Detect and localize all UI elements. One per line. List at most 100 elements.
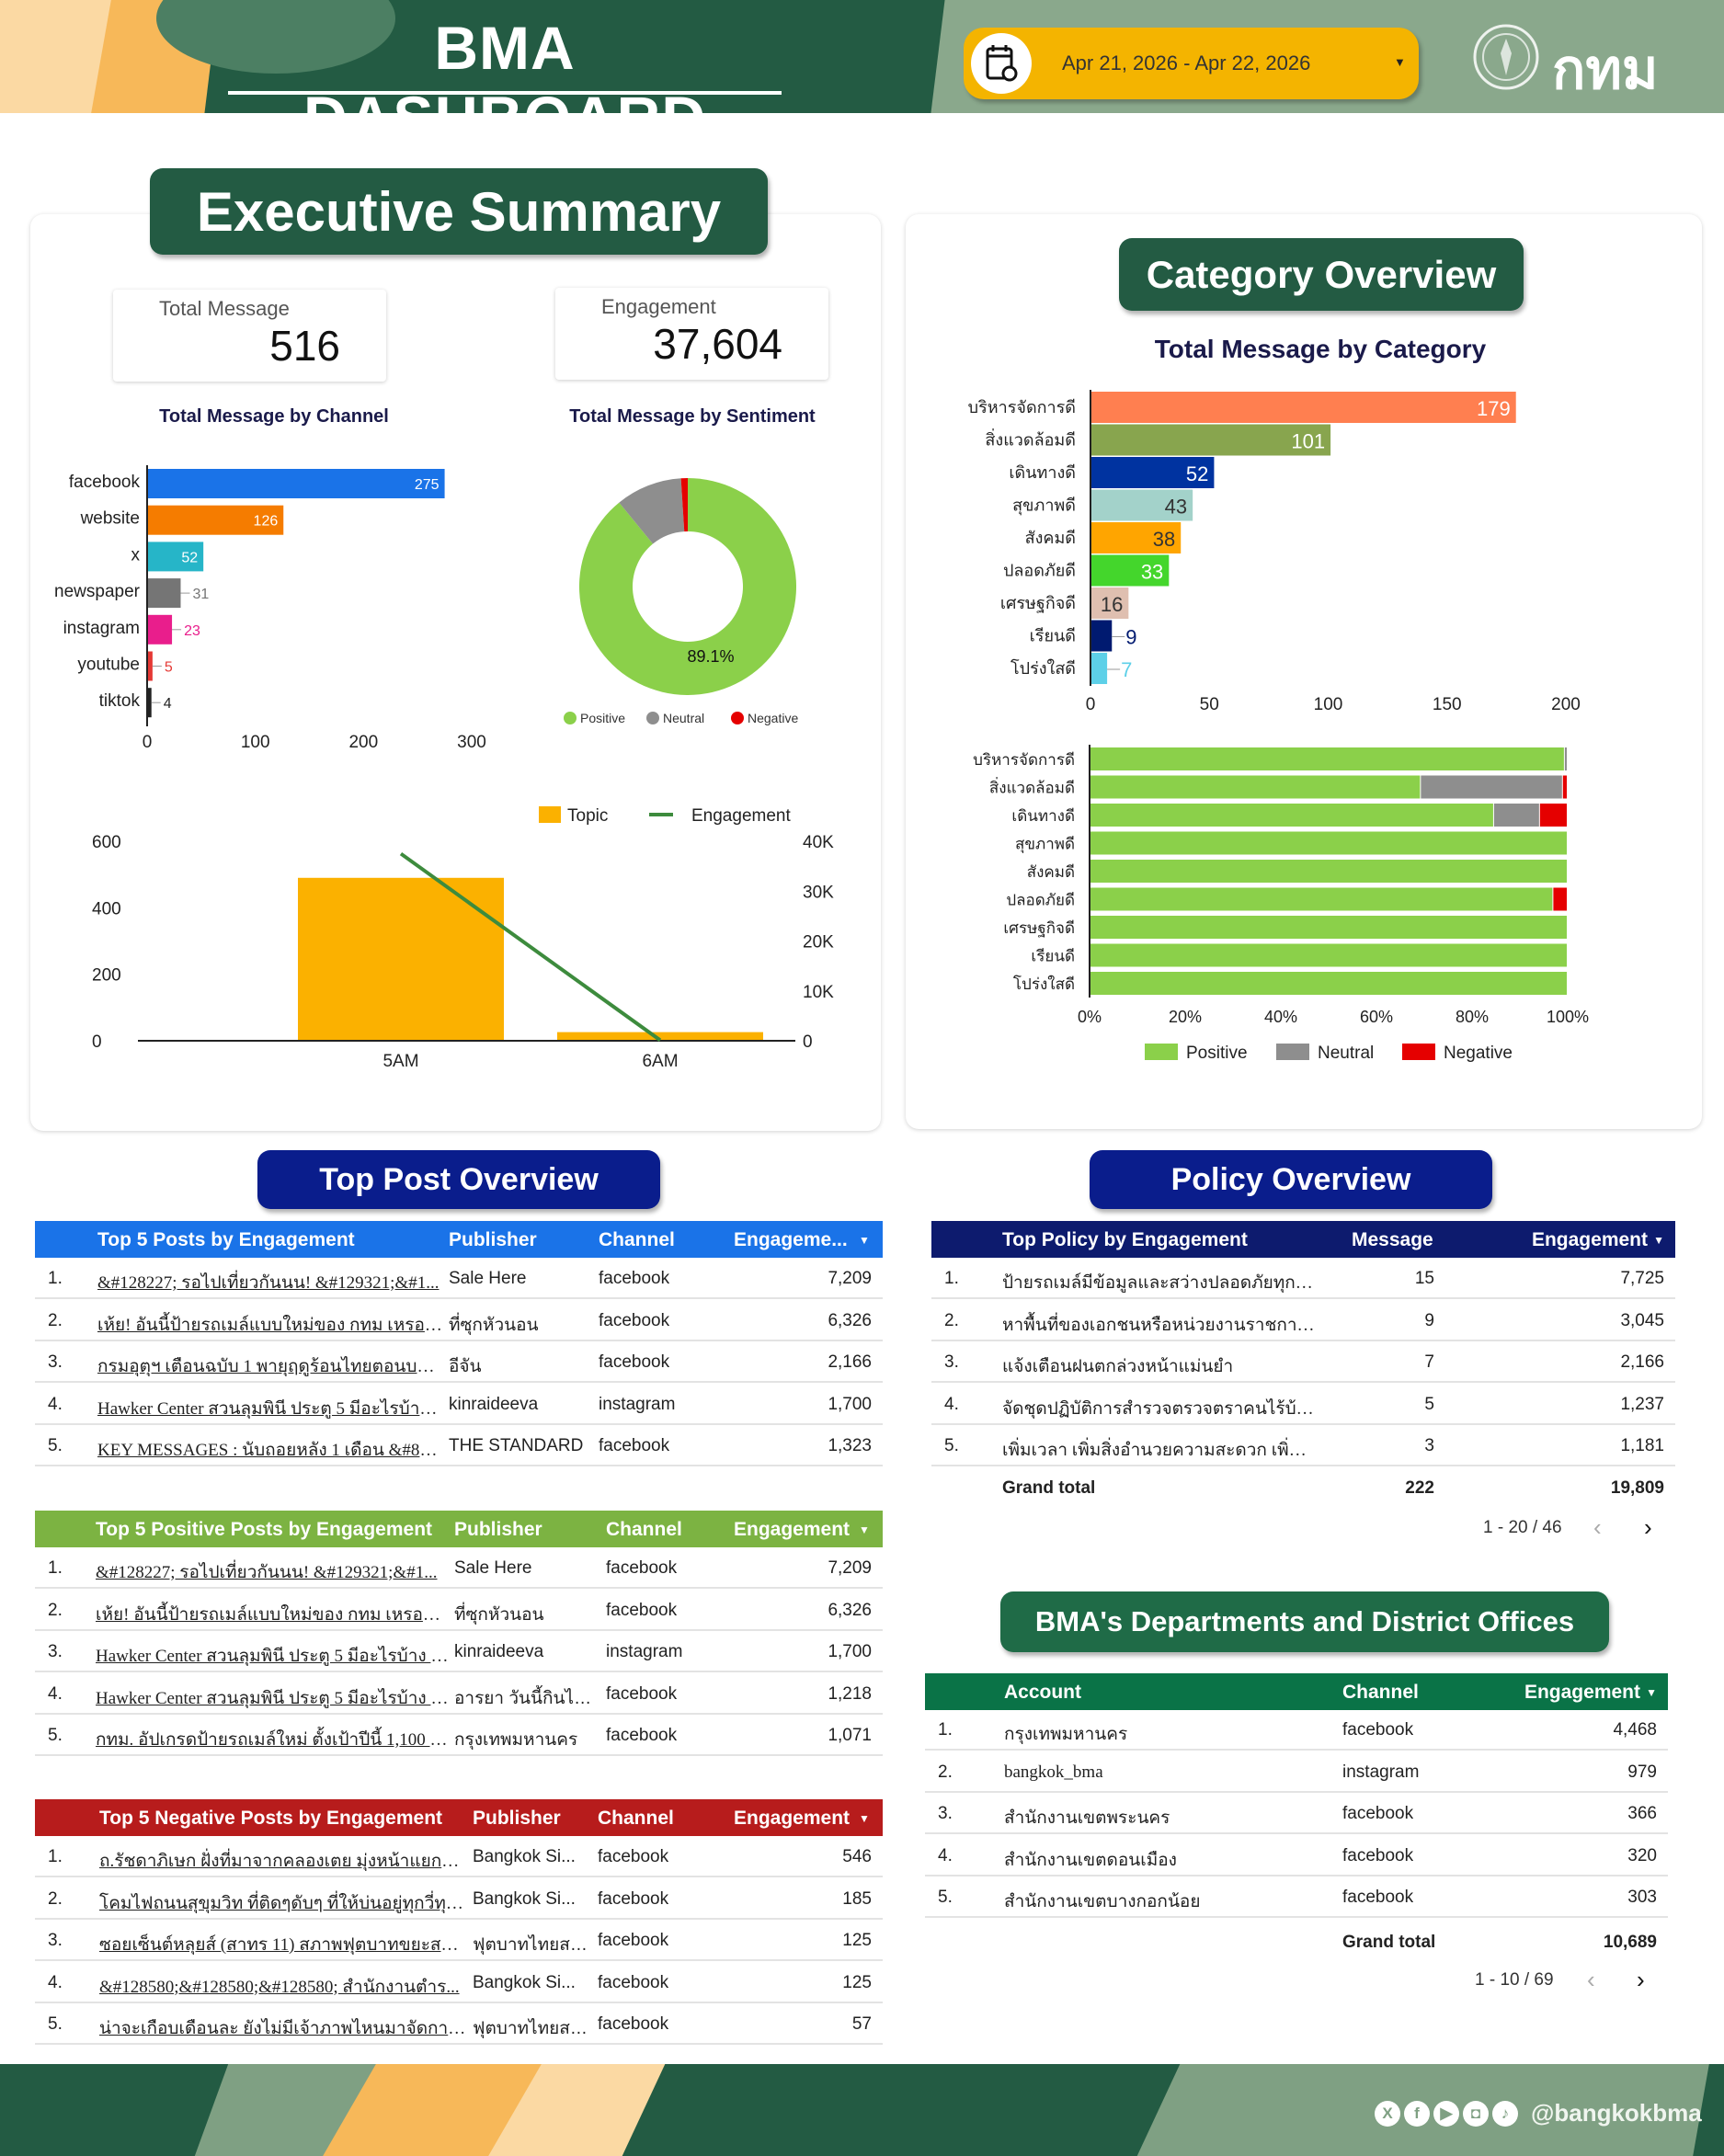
column-header[interactable]: Engagement [1531, 1229, 1648, 1250]
post-link[interactable]: เห้ย! อันนี้ป้ายรถเมล์แบบใหม่ของ กทม เหร… [97, 1315, 443, 1335]
category-bar [1090, 457, 1215, 488]
date-range-picker[interactable]: Apr 21, 2026 - Apr 22, 2026 ▼ [964, 28, 1419, 99]
kpi-value: 37,604 [653, 320, 782, 368]
engagement: 1,181 [1620, 1436, 1664, 1455]
post-link[interactable]: Hawker Center สวนลุมพินี ประตู 5 มีอะไรบ… [97, 1398, 443, 1419]
legend-swatch [1145, 1044, 1178, 1060]
top-post-overview-badge: Top Post Overview [257, 1150, 660, 1209]
post-link[interactable]: กทม. อัปเกรดป้ายรถเมล์ใหม่ ตั้งเป้าปีนี้… [96, 1730, 449, 1750]
channel: facebook [1342, 1845, 1414, 1865]
sort-caret-icon[interactable]: ▼ [1646, 1686, 1657, 1699]
channel-value-label: 31 [192, 587, 209, 602]
prev-page-icon[interactable]: ‹ [1587, 1966, 1595, 1993]
legend-label: Engagement [691, 806, 791, 826]
x-tick-label: 0% [1078, 1008, 1102, 1026]
post-link[interactable]: Hawker Center สวนลุมพินี ประตู 5 มีอะไรบ… [96, 1688, 449, 1708]
channel-label: facebook [69, 473, 141, 492]
engagement: 1,700 [828, 1642, 872, 1661]
row-rank: 1. [48, 1847, 63, 1866]
x-icon[interactable]: X [1375, 2101, 1400, 2127]
channel: facebook [606, 1683, 678, 1704]
engagement: 7,725 [1620, 1269, 1664, 1288]
donut-percent-label: 89.1% [687, 647, 734, 666]
legend-swatch [1276, 1044, 1309, 1060]
table-row: 1. &#128227; รอไปเที่ยวกันนน! &#129321;&#… [35, 1258, 883, 1299]
sort-caret-icon[interactable]: ▼ [859, 1234, 870, 1247]
column-header: Channel [599, 1229, 675, 1250]
stacked-segment-positive [1090, 916, 1567, 939]
tiktok-icon[interactable]: ♪ [1492, 2101, 1518, 2127]
topic-engagement-combo-chart: 0 200 400 600 0 10K 20K 30K 40K 5AM 6AM Topic Engage… [92, 806, 834, 1071]
x-tick-label: 300 [457, 733, 486, 752]
table-header: Top 5 Negative Posts by Engagement Publis… [35, 1799, 883, 1836]
column-header[interactable]: Engagement [734, 1808, 851, 1829]
left-y-tick: 200 [92, 966, 121, 986]
channel: instagram [1342, 1762, 1420, 1782]
message-count: 5 [1424, 1394, 1434, 1414]
legend-swatch [731, 712, 744, 724]
engagement: 2,166 [828, 1352, 872, 1372]
stacked-segment-neutral [1564, 747, 1567, 770]
youtube-icon[interactable]: ▶ [1433, 2101, 1459, 2127]
x-tick-label: 200 [348, 733, 378, 752]
policy-overview-badge: Policy Overview [1090, 1150, 1492, 1209]
policy-table-body: Top Policy by Engagement Message Engagemen… [931, 1221, 1675, 1561]
post-link[interactable]: Hawker Center สวนลุมพินี ประตู 5 มีอะไรบ… [96, 1647, 449, 1666]
publisher: Bangkok Si... [473, 1847, 576, 1866]
post-link[interactable]: &#128227; รอไปเที่ยวกันนน! &#129321;&#1.… [97, 1273, 440, 1293]
post-link[interactable]: กรมอุตุฯ เตือนฉบับ 1 พายุฤดูร้อนไทยตอนบน… [97, 1357, 443, 1376]
sort-caret-icon[interactable]: ▼ [859, 1523, 870, 1536]
publisher: Sale Here [454, 1558, 532, 1578]
category-bar-chart: บริหารจัดการดี 179 สิ่งแวดล้อมดี 101 เดินทาง… [968, 390, 1581, 714]
post-link[interactable]: &#128580;&#128580;&#128580; สำนักงานตำร.… [99, 1977, 460, 1997]
post-link[interactable]: โคมไฟถนนสุขุมวิท ที่ติดๆดับๆ ที่ให้บ่นอย… [99, 1893, 467, 1913]
x-tick-label: 0 [1086, 695, 1096, 714]
social-handle: @bangkokbma [1531, 2099, 1702, 2127]
x-tick-label: 150 [1433, 695, 1462, 714]
facebook-icon[interactable]: f [1404, 2101, 1430, 2127]
post-link[interactable]: ซอยเซ็นต์หลุยส์ (สาทร 11) สภาพฟุตบาทขยะส… [99, 1935, 467, 1955]
row-rank: 1. [48, 1558, 63, 1578]
post-link[interactable]: &#128227; รอไปเที่ยวกันนน! &#129321;&#1.… [96, 1563, 438, 1582]
message-count: 9 [1424, 1310, 1434, 1330]
post-link[interactable]: เห้ย! อันนี้ป้ายรถเมล์แบบใหม่ของ กทม เหร… [96, 1604, 449, 1625]
column-header: Channel [606, 1519, 682, 1540]
channel-value-label: 4 [164, 696, 172, 712]
footer: X f ▶ ◘ ♪ @bangkokbma [0, 2064, 1724, 2156]
table-row: 5. KEY MESSAGES : นับถอยหลัง 1 เดือน &#82… [35, 1425, 883, 1466]
sort-caret-icon[interactable]: ▼ [1653, 1234, 1664, 1247]
column-header[interactable]: Engagement [1524, 1682, 1640, 1703]
category-value-label: 7 [1121, 658, 1132, 681]
category-bar [1090, 554, 1170, 587]
publisher: ที่ซุกหัวนอน [454, 1604, 544, 1625]
category-sentiment-stacked-chart: บริหารจัดการดีสิ่งแวดล้อมดีเดินทางดีสุขภ… [973, 745, 1589, 1063]
post-link[interactable]: น่าจะเกือบเดือนละ ยังไม่มีเจ้าภาพไหนมาจั… [99, 2019, 467, 2038]
legend-swatch [1402, 1044, 1435, 1060]
category-bar [1090, 489, 1193, 521]
right-y-tick: 30K [803, 883, 834, 902]
prev-page-icon[interactable]: ‹ [1593, 1513, 1602, 1541]
publisher: THE STANDARD [449, 1436, 584, 1455]
engagement: 1,323 [828, 1436, 872, 1455]
next-page-icon[interactable]: › [1637, 1966, 1645, 1993]
instagram-icon[interactable]: ◘ [1463, 2101, 1489, 2127]
column-header: Message [1352, 1229, 1433, 1250]
post-link[interactable]: KEY MESSAGES : นับถอยหลัง 1 เดือน &#821.… [97, 1441, 443, 1460]
sort-caret-icon[interactable]: ▼ [859, 1812, 870, 1825]
column-header[interactable]: Engageme... [734, 1229, 848, 1250]
post-link[interactable]: ถ.รัชดาภิเษก ฝั่งที่มาจากคลองเตย มุ่งหน้… [99, 1852, 467, 1871]
table-row: 1. ถ.รัชดาภิเษก ฝั่งที่มาจากคลองเตย มุ่งห… [35, 1836, 883, 1877]
engagement: 2,166 [1620, 1352, 1664, 1372]
channel: facebook [598, 1888, 669, 1909]
category-label: เรียนดี [1030, 627, 1076, 645]
policy-name: หาพื้นที่ของเอกชนหรือหน่วยงานราชการที่สา… [1002, 1315, 1315, 1335]
legend-label: Neutral [1318, 1044, 1374, 1063]
channel-bar [147, 578, 181, 609]
category-label: สังคมดี [1027, 863, 1075, 881]
column-header[interactable]: Engagement [734, 1519, 851, 1540]
legend-label: Positive [1186, 1044, 1248, 1063]
row-rank: 1. [938, 1720, 953, 1740]
stacked-segment-positive [1090, 943, 1567, 967]
next-page-icon[interactable]: › [1644, 1513, 1652, 1541]
category-overview-badge: Category Overview [1119, 238, 1524, 311]
